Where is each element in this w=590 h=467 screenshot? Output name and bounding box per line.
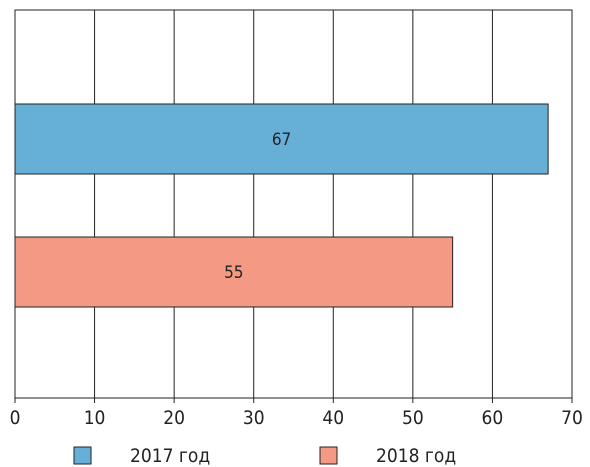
- legend-label-1: 2017 год: [130, 445, 210, 467]
- bar-value-label-2: 55: [224, 263, 243, 283]
- x-tick-label-10: 10: [84, 407, 106, 429]
- plot-area: [14, 9, 573, 399]
- legend: 2017 год 2018 год: [73, 445, 456, 467]
- bars: 67 55: [14, 103, 549, 308]
- x-tick-label-30: 30: [243, 407, 265, 429]
- x-tick-label-0: 0: [10, 407, 21, 429]
- x-tick-label-60: 60: [482, 407, 504, 429]
- legend-swatch-2: [319, 446, 338, 465]
- x-tick-label-50: 50: [402, 407, 424, 429]
- bar-2: [14, 236, 454, 308]
- x-axis-ticks: 0 10 20 30 40 50 60 70: [10, 398, 583, 429]
- x-tick-label-20: 20: [163, 407, 185, 429]
- x-tick-label-70: 70: [561, 407, 583, 429]
- legend-swatch-1: [73, 446, 92, 465]
- legend-label-2: 2018 год: [376, 445, 456, 467]
- x-tick-label-40: 40: [322, 407, 344, 429]
- bar-1: [14, 103, 549, 175]
- grid-lines: [94, 10, 493, 398]
- bar-value-label-1: 67: [272, 130, 291, 150]
